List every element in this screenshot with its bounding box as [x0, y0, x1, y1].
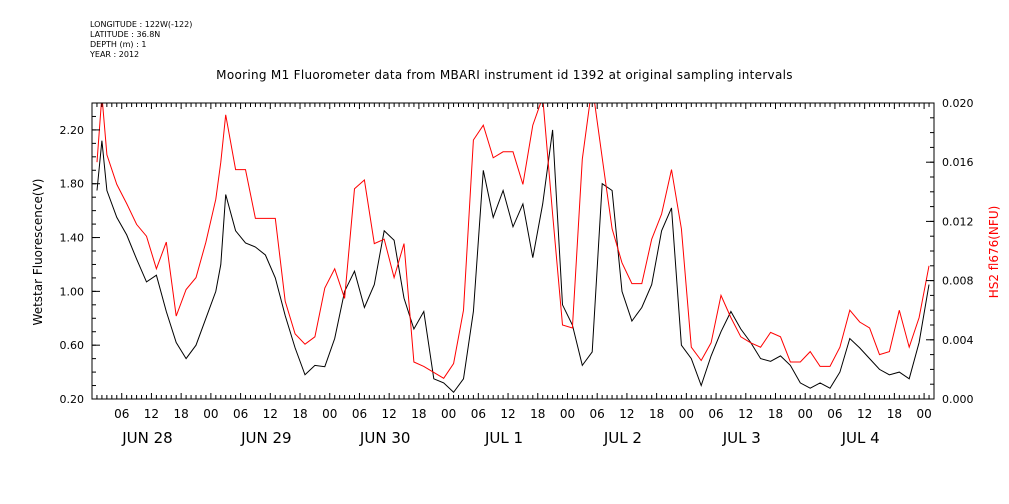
x-tick-label: 12 — [382, 407, 397, 421]
x-tick-label: 18 — [768, 407, 783, 421]
x-day-label: JUN 29 — [240, 429, 291, 447]
x-tick-label: 06 — [827, 407, 842, 421]
x-tick-label: 06 — [233, 407, 248, 421]
x-tick-label: 18 — [411, 407, 426, 421]
plot-area — [96, 103, 930, 394]
y2-tick-label: 0.020 — [942, 97, 974, 110]
y-axis-label: Wetstar Fluorescence(V) — [31, 179, 45, 326]
y2-tick-label: 0.012 — [942, 215, 974, 228]
x-day-label: JUN 30 — [359, 429, 410, 447]
x-tick-label: 00 — [441, 407, 456, 421]
y-tick-label: 1.00 — [60, 285, 85, 298]
y-tick-label: 1.80 — [60, 178, 85, 191]
x-day-label: JUN 28 — [121, 429, 172, 447]
y-tick-label: 0.60 — [60, 339, 85, 352]
x-day-label: JUL 4 — [841, 429, 880, 447]
x-tick-label: 12 — [619, 407, 634, 421]
x-day-label: JUL 3 — [722, 429, 761, 447]
x-tick-label: 12 — [144, 407, 159, 421]
x-tick-label: 06 — [114, 407, 129, 421]
x-tick-label: 12 — [500, 407, 515, 421]
y2-tick-label: 0.008 — [942, 275, 974, 288]
y2-axis-label: HS2 fl676(NFU) — [987, 206, 1001, 299]
x-day-label: JUL 1 — [484, 429, 523, 447]
y2-tick-label: 0.016 — [942, 156, 974, 169]
y-tick-label: 0.20 — [60, 393, 85, 406]
x-tick-label: 00 — [322, 407, 337, 421]
x-tick-label: 12 — [857, 407, 872, 421]
metadata-latitude: LATITUDE : 36.8N — [90, 30, 161, 39]
x-tick-label: 18 — [292, 407, 307, 421]
x-tick-label: 18 — [530, 407, 545, 421]
metadata-longitude: LONGITUDE : 122W(-122) — [90, 20, 193, 29]
x-tick-label: 00 — [203, 407, 218, 421]
series-line-hs2-fl676 — [96, 103, 930, 379]
x-tick-label: 00 — [916, 407, 931, 421]
x-tick-label: 18 — [649, 407, 664, 421]
y-tick-label: 2.20 — [60, 124, 85, 137]
location-metadata: LONGITUDE : 122W(-122) LATITUDE : 36.8N … — [90, 20, 192, 60]
x-tick-label: 06 — [708, 407, 723, 421]
x-tick-label: 12 — [263, 407, 278, 421]
chart-title: Mooring M1 Fluorometer data from MBARI i… — [216, 68, 793, 82]
x-day-label: JUL 2 — [603, 429, 642, 447]
y2-tick-label: 0.000 — [942, 393, 974, 406]
x-tick-label: 06 — [590, 407, 605, 421]
x-tick-label: 00 — [560, 407, 575, 421]
x-tick-label: 00 — [679, 407, 694, 421]
x-tick-label: 06 — [352, 407, 367, 421]
y-tick-label: 1.40 — [60, 232, 85, 245]
metadata-depth: DEPTH (m) : 1 — [90, 40, 147, 49]
x-tick-label: 18 — [174, 407, 189, 421]
y2-tick-label: 0.004 — [942, 334, 974, 347]
series-line-wetstar — [96, 129, 930, 394]
x-tick-label: 00 — [798, 407, 813, 421]
metadata-year: YEAR : 2012 — [90, 50, 140, 59]
x-tick-label: 06 — [471, 407, 486, 421]
x-tick-label: 18 — [887, 407, 902, 421]
chart-axes: 06 12 18 00 06 12 18 00 06 12 18 00 06 12 18 00 06 12 18 00… — [60, 97, 974, 447]
x-tick-label: 12 — [738, 407, 753, 421]
